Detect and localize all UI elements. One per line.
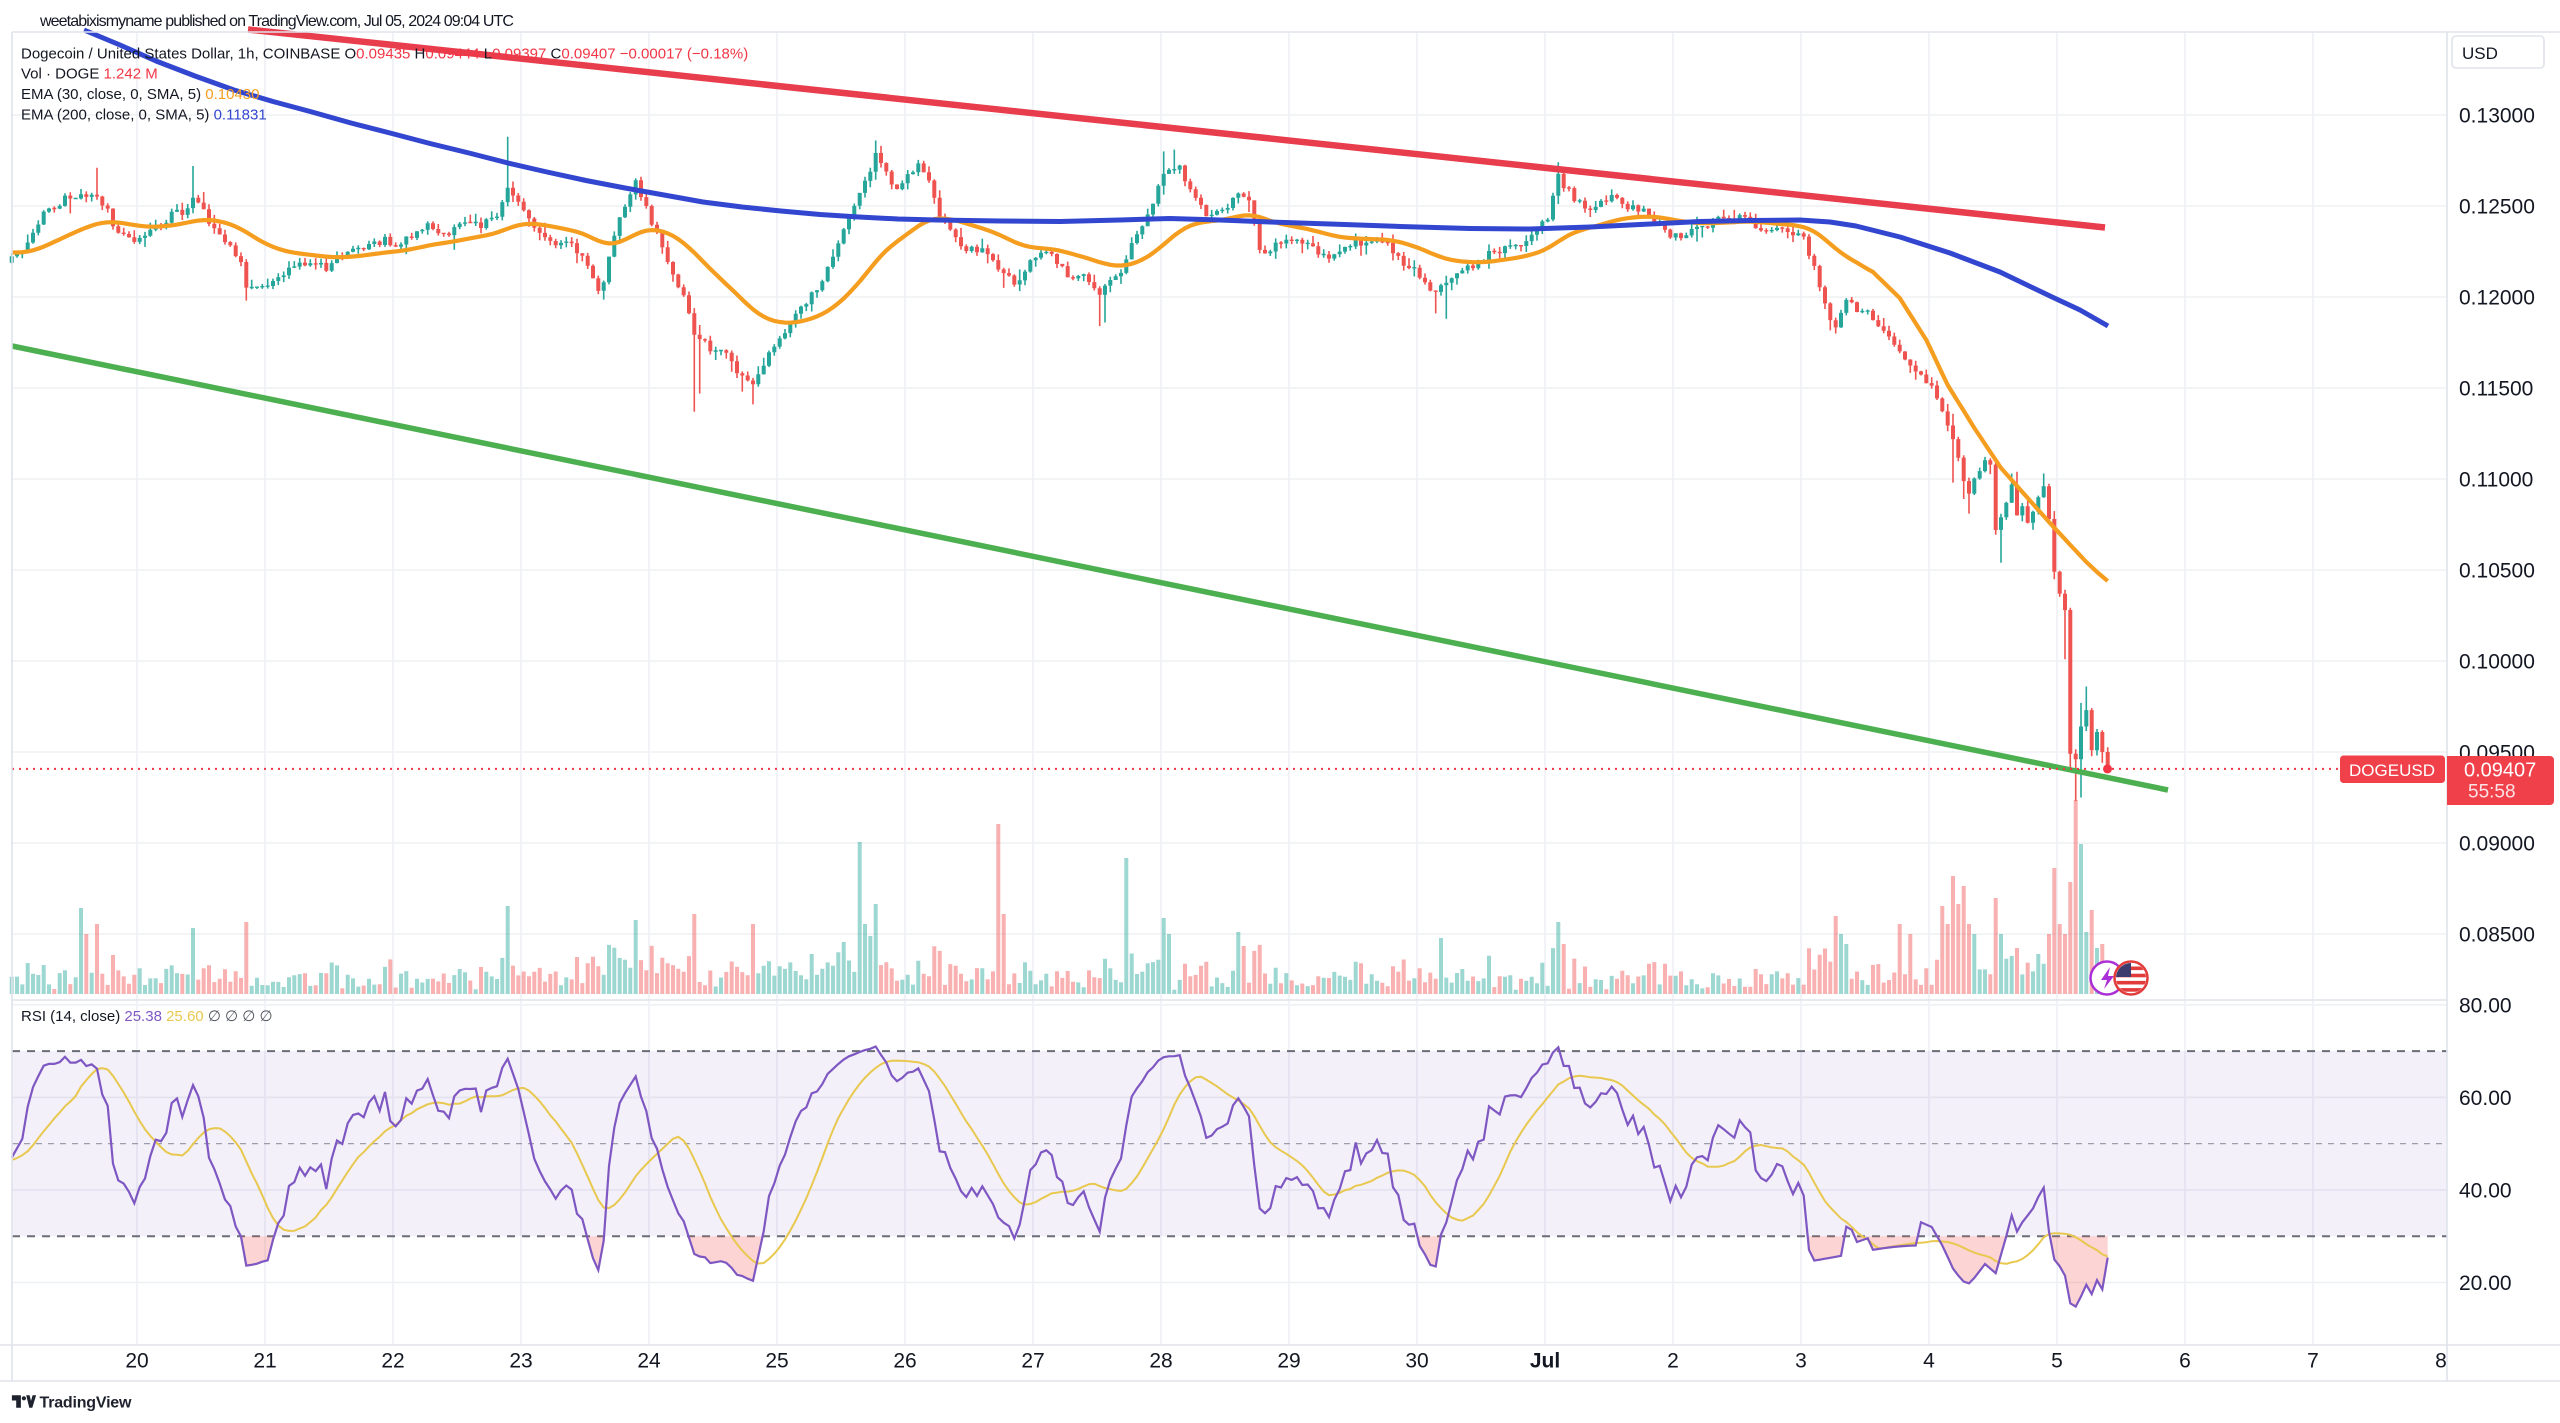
svg-text:27: 27: [1021, 1350, 1044, 1373]
svg-text:RSI (14, close) 25.38 25.60: RSI (14, close) 25.38 25.60 ∅ ∅ ∅ ∅: [21, 1008, 273, 1025]
svg-text:4: 4: [1923, 1350, 1935, 1373]
svg-text:3: 3: [1795, 1350, 1807, 1373]
svg-text:6: 6: [2179, 1350, 2191, 1373]
svg-text:2: 2: [1667, 1350, 1679, 1373]
svg-text:Vol · DOGE 1.242 M: Vol · DOGE 1.242 M: [21, 66, 158, 83]
svg-text:26: 26: [893, 1350, 916, 1373]
svg-text:8: 8: [2435, 1350, 2447, 1373]
svg-text:0.12500: 0.12500: [2459, 196, 2535, 219]
svg-text:DOGEUSD: DOGEUSD: [2349, 761, 2435, 780]
svg-text:21: 21: [253, 1350, 276, 1373]
svg-text:29: 29: [1277, 1350, 1300, 1373]
svg-text:0.09407: 0.09407: [2464, 760, 2536, 782]
svg-text:25: 25: [765, 1350, 788, 1373]
svg-text:20.00: 20.00: [2459, 1272, 2512, 1295]
svg-text:22: 22: [381, 1350, 404, 1373]
svg-text:24: 24: [637, 1350, 661, 1373]
svg-text:0.10000: 0.10000: [2459, 651, 2535, 674]
svg-text:weetabixismyname published on: weetabixismyname published on TradingVie…: [39, 13, 513, 30]
svg-text:40.00: 40.00: [2459, 1179, 2512, 1202]
svg-text:0.09000: 0.09000: [2459, 833, 2535, 856]
svg-text:Dogecoin / United States Dolla: Dogecoin / United States Dollar, 1h, COI…: [21, 46, 748, 63]
svg-text:20: 20: [125, 1350, 148, 1373]
svg-text:55:58: 55:58: [2468, 782, 2516, 803]
svg-text:0.12000: 0.12000: [2459, 287, 2535, 310]
svg-text:USD: USD: [2462, 44, 2498, 63]
svg-text:Jul: Jul: [1530, 1350, 1560, 1373]
svg-text:EMA (200, close, 0, SMA, 5) 0: EMA (200, close, 0, SMA, 5) 0.11831: [21, 107, 267, 124]
svg-text:0.13000: 0.13000: [2459, 105, 2535, 128]
svg-text:EMA (30, close, 0, SMA, 5) 0.: EMA (30, close, 0, SMA, 5) 0.10430: [21, 86, 259, 103]
svg-text:28: 28: [1149, 1350, 1172, 1373]
svg-text:80.00: 80.00: [2459, 994, 2512, 1017]
svg-text:7: 7: [2307, 1350, 2319, 1373]
svg-text:0.11500: 0.11500: [2459, 378, 2533, 401]
svg-text:5: 5: [2051, 1350, 2063, 1373]
svg-text:0.08500: 0.08500: [2459, 924, 2535, 947]
svg-text:30: 30: [1405, 1350, 1428, 1373]
svg-text:0.10500: 0.10500: [2459, 560, 2535, 583]
svg-text:60.00: 60.00: [2459, 1087, 2512, 1110]
svg-text:0.11000: 0.11000: [2459, 469, 2533, 492]
svg-text:TradingView: TradingView: [40, 1395, 133, 1412]
svg-text:23: 23: [509, 1350, 532, 1373]
